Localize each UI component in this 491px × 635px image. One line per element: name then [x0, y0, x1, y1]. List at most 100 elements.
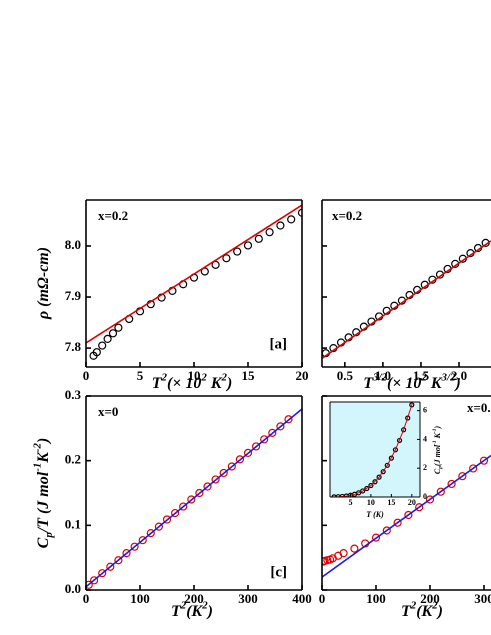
data-point [364, 485, 370, 492]
data-point [222, 254, 231, 263]
annotation: x=0.2 [332, 208, 362, 223]
data-point [396, 437, 403, 444]
data-point [211, 260, 220, 269]
x-tick-label: 200 [184, 591, 204, 606]
data-point [146, 528, 155, 538]
data-point [268, 428, 277, 437]
y-tick-label: 0.1 [65, 516, 81, 531]
data-point [108, 329, 118, 338]
x-axis-label-part: 2 [200, 371, 207, 383]
fit-line [86, 408, 302, 588]
x-axis-label-part: T [171, 603, 182, 620]
x-axis-label-part: T [401, 603, 412, 620]
y-axis-label-part: -1 [432, 428, 438, 433]
annotation: [a] [270, 336, 288, 352]
annotation: x=0.2 [98, 208, 128, 223]
data-point [254, 234, 263, 243]
fit-line [322, 240, 491, 359]
annotation: [c] [270, 564, 287, 580]
plot-area [330, 402, 415, 497]
y-axis-label-part: -1 [31, 463, 43, 472]
x-axis-label: T (K) [366, 510, 384, 519]
x-axis-label: T3/2(× 102 K3/2) [363, 371, 460, 392]
x-tick-label: 100 [366, 591, 386, 606]
x-tick-label: 15 [242, 368, 256, 383]
data-point [179, 502, 188, 511]
y-axis-label-part: ) [433, 426, 442, 430]
x-tick-label: 0 [83, 368, 90, 383]
y-tick-label: 2 [423, 463, 427, 472]
x-axis-label: T2(× 102 K2) [152, 371, 233, 392]
x-axis-label-part: 2 [420, 371, 427, 383]
data-point [401, 427, 407, 433]
data-point [219, 468, 228, 478]
y-tick-label: 0.0 [65, 581, 81, 596]
x-axis-label-part: (× 10 [387, 375, 421, 392]
x-tick-label: 0 [83, 591, 90, 606]
data-point [86, 580, 93, 589]
data-point [415, 503, 424, 512]
x-axis-label-part: T [363, 375, 374, 392]
data-point [458, 472, 467, 481]
y-axis-label-part: -2 [31, 442, 43, 452]
data-point [162, 515, 172, 524]
x-tick-label: 0.5 [337, 368, 354, 383]
y-axis-label-part: C [433, 468, 442, 474]
data-point [376, 474, 382, 480]
y-axis-label-part: -1 [432, 440, 438, 445]
data-point [276, 221, 285, 230]
y-axis-label-part: ρ (mΩ-cm) [35, 247, 52, 320]
data-point [388, 455, 394, 461]
data-point [284, 415, 293, 424]
data-point [392, 447, 399, 453]
x-tick-label: 15 [387, 498, 395, 507]
x-axis-label-part: ) [436, 603, 443, 620]
x-tick-label: 2.0 [451, 368, 467, 383]
x-axis-label-part: 2 [410, 599, 417, 611]
x-axis-label: T2(K2) [171, 599, 213, 620]
fit-line [86, 204, 302, 344]
x-tick-label: 200 [420, 591, 440, 606]
data-point [114, 556, 123, 565]
plot-area [86, 204, 302, 360]
data-point [243, 241, 253, 250]
data-point [122, 549, 131, 558]
data-point [360, 488, 366, 494]
data-point [154, 522, 163, 531]
data-point [98, 341, 107, 350]
data-point [380, 469, 386, 475]
data-point [368, 482, 374, 489]
data-point [114, 323, 123, 332]
data-point [235, 455, 244, 464]
data-point [260, 435, 269, 444]
data-point [106, 562, 115, 571]
data-point [187, 495, 196, 504]
x-tick-label: 0 [319, 591, 326, 606]
data-point [479, 456, 489, 465]
x-axis-label-part: 2 [221, 371, 228, 383]
data-point [138, 536, 147, 545]
x-tick-label: 300 [474, 591, 491, 606]
y-axis-label: Cp(J mol-1 K-1) [432, 426, 444, 475]
data-point [92, 348, 101, 357]
x-tick-label: 100 [130, 591, 150, 606]
x-axis-label-part: (× 10 [167, 375, 201, 392]
data-point [393, 518, 402, 527]
y-axis-label-part: p [42, 532, 54, 539]
data-point [171, 508, 180, 518]
data-point [425, 495, 435, 504]
annotation: x=0 [98, 404, 118, 419]
data-point [447, 479, 456, 489]
data-point [103, 334, 112, 344]
data-point [404, 510, 413, 520]
y-tick-label: 6 [423, 405, 427, 414]
fit-line [322, 454, 491, 578]
x-axis-label-part: 2 [431, 599, 438, 611]
x-axis-label-part: (K [416, 603, 433, 620]
y-tick-label: 0.2 [65, 452, 81, 467]
data-point [252, 442, 261, 451]
fit-line [330, 402, 414, 497]
data-point [469, 464, 478, 473]
plot-area [86, 408, 302, 589]
